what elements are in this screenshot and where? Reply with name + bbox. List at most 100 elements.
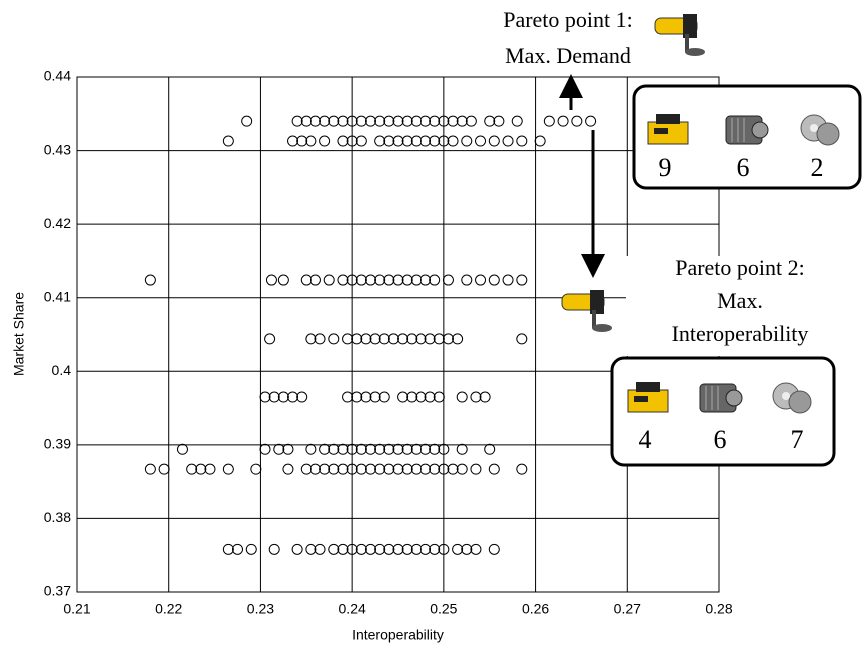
point [274,444,284,454]
point [320,136,330,146]
point [393,275,403,285]
point [278,392,288,402]
y-tick-label: 0.39 [44,436,71,452]
point [177,444,187,454]
point [443,275,453,285]
point [306,544,316,554]
point [365,444,375,454]
point [425,392,435,402]
point [379,334,389,344]
point [388,334,398,344]
point [421,544,431,554]
point [320,464,330,474]
point [310,464,320,474]
count: 6 [737,153,750,182]
point [278,275,288,285]
annotation-title: Pareto point 2: [675,255,805,280]
point [269,392,279,402]
point [457,116,467,126]
point [402,275,412,285]
point [320,444,330,454]
point [223,464,233,474]
point [489,544,499,554]
point [457,444,467,454]
point [393,136,403,146]
point [310,116,320,126]
point [356,136,366,146]
point [398,334,408,344]
grinder-icon [562,290,612,332]
point [480,392,490,402]
point [411,544,421,554]
point [421,116,431,126]
point [430,275,440,285]
point [430,116,440,126]
point [365,116,375,126]
y-tick-label: 0.42 [44,215,71,231]
point [324,275,334,285]
point [411,464,421,474]
y-tick-label: 0.43 [44,141,71,157]
annotation-title: Pareto point 1: [503,7,633,32]
point [361,334,371,344]
y-tick-label: 0.41 [44,288,71,304]
annotation-line: Max. [717,288,763,313]
point [558,116,568,126]
point [320,116,330,126]
point [398,392,408,402]
count: 2 [811,153,824,182]
point [407,392,417,402]
point [356,444,366,454]
point [430,444,440,454]
point [315,334,325,344]
grinder-icon [655,14,705,56]
point [338,444,348,454]
point [471,392,481,402]
point [265,334,275,344]
point [356,544,366,554]
point [411,136,421,146]
point [586,116,596,126]
y-tick-label: 0.4 [52,362,72,378]
point [411,444,421,454]
point [288,392,298,402]
point [365,275,375,285]
x-tick-label: 0.26 [522,601,549,617]
point [145,464,155,474]
point [315,544,325,554]
point [416,334,426,344]
point [338,544,348,554]
point [384,544,394,554]
y-tick-label: 0.44 [44,68,71,84]
point [503,136,513,146]
point [145,275,155,285]
point [292,544,302,554]
point [494,116,504,126]
point [310,275,320,285]
point [370,334,380,344]
point [187,464,197,474]
point [402,136,412,146]
annotation-line: Interoperability [672,321,809,346]
point [329,544,339,554]
point [352,334,362,344]
point [375,544,385,554]
point [421,464,431,474]
point [352,392,362,402]
point [416,392,426,402]
point [306,334,316,344]
point [365,544,375,554]
point [503,275,513,285]
point [384,464,394,474]
point [283,464,293,474]
point [196,464,206,474]
point [462,275,472,285]
point [292,116,302,126]
count: 7 [791,425,804,454]
point [338,464,348,474]
point [205,464,215,474]
count: 6 [714,425,727,454]
point [402,444,412,454]
point [384,444,394,454]
point [343,334,353,344]
